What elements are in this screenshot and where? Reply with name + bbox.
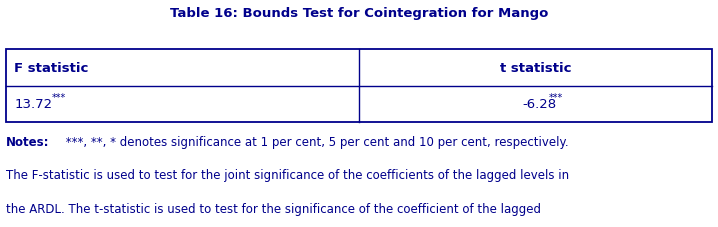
Text: 13.72: 13.72 xyxy=(14,98,52,111)
Text: the ARDL. The t-statistic is used to test for the significance of the coefficien: the ARDL. The t-statistic is used to tes… xyxy=(6,202,541,215)
Text: Notes:: Notes: xyxy=(6,135,50,148)
Text: Table 16: Bounds Test for Cointegration for Mango: Table 16: Bounds Test for Cointegration … xyxy=(170,7,548,20)
Text: The F-statistic is used to test for the joint significance of the coefficients o: The F-statistic is used to test for the … xyxy=(6,169,569,182)
Text: F statistic: F statistic xyxy=(14,62,89,75)
Text: t statistic: t statistic xyxy=(500,62,572,75)
Text: ***: *** xyxy=(549,93,563,103)
Text: ***, **, * denotes significance at 1 per cent, 5 per cent and 10 per cent, respe: ***, **, * denotes significance at 1 per… xyxy=(62,135,569,148)
Text: ***: *** xyxy=(52,93,66,103)
Text: -6.28: -6.28 xyxy=(523,98,557,111)
Bar xyxy=(6,50,712,123)
